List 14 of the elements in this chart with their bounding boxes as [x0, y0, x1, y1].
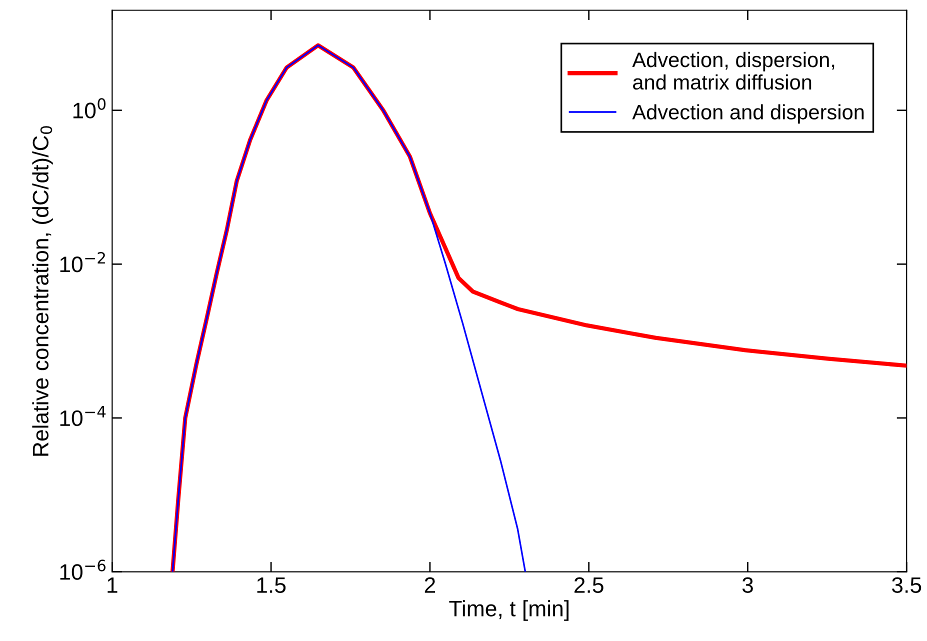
y-axis-title: Relative concentration, (dC/dt)/C$_{0}$ — [32, 126, 53, 456]
x-tick-label: 2 — [424, 577, 436, 593]
x-axis-title: Time, t [min] — [449, 600, 569, 621]
legend-label: Advection, dispersion, and matrix diffusion — [632, 52, 834, 90]
x-tick-label: 3 — [742, 577, 753, 593]
y-tick-label: 10$^{−2}$ — [60, 252, 105, 272]
x-tick-label: 1 — [108, 577, 118, 593]
x-tick-label: 1.5 — [257, 577, 286, 593]
x-tick-label: 3.5 — [892, 577, 922, 593]
x-tick-label: 2.5 — [574, 577, 604, 593]
legend-label: Advection and dispersion — [632, 104, 864, 124]
y-tick-label: 10$^{−4}$ — [60, 406, 106, 426]
y-tick-label: 10$^{−6}$ — [60, 560, 106, 580]
y-tick-label: 10$^{0}$ — [73, 98, 106, 118]
